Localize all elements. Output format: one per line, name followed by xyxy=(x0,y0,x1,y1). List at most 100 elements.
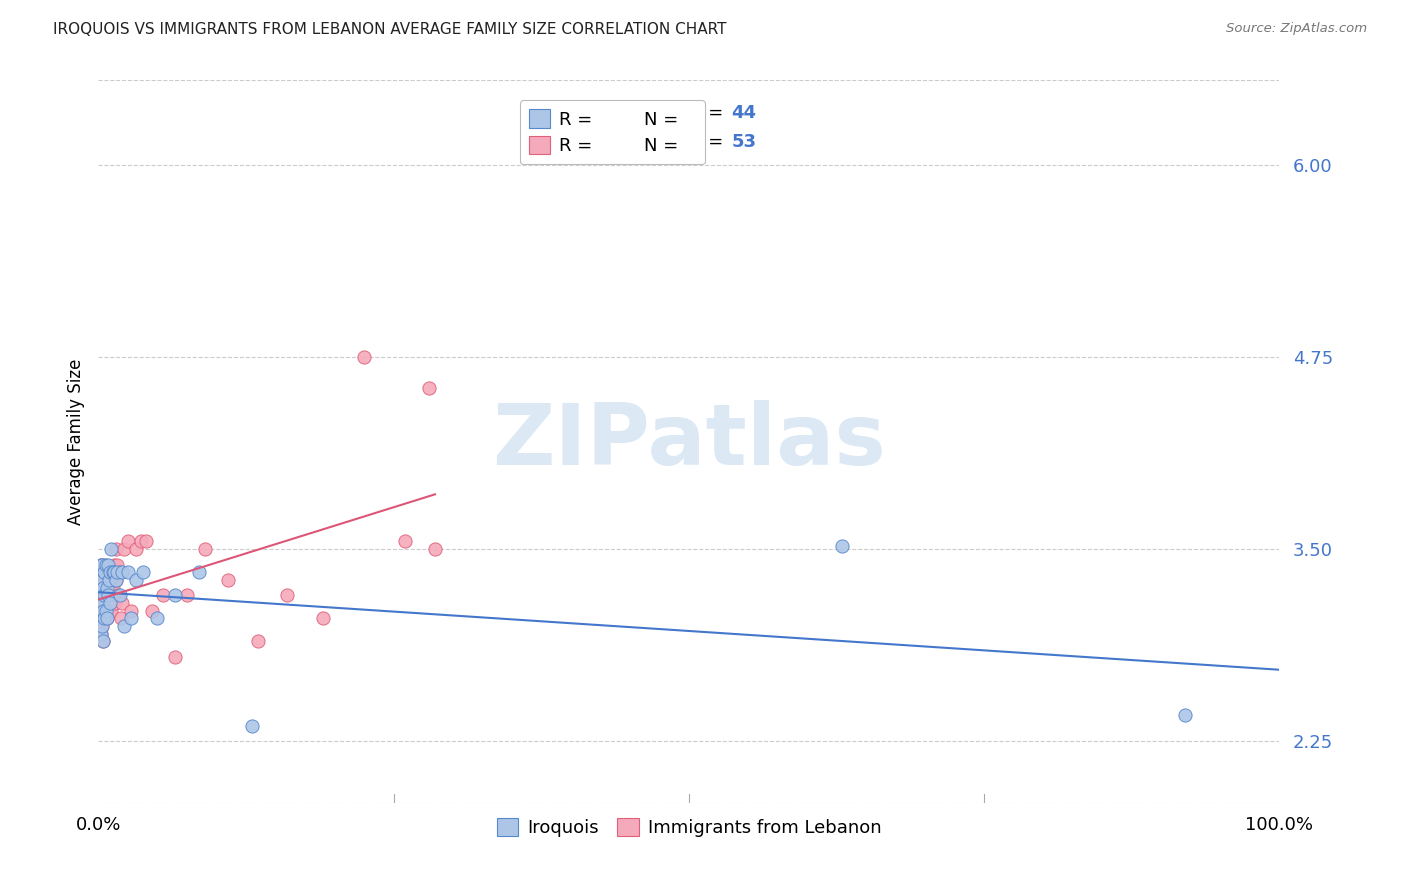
Point xyxy=(103,565,125,579)
Point xyxy=(187,565,209,579)
Point xyxy=(94,573,117,587)
Point xyxy=(97,588,120,602)
Point xyxy=(101,581,124,595)
Point xyxy=(125,542,148,557)
Point xyxy=(89,611,111,625)
Point xyxy=(96,581,118,595)
Point xyxy=(141,604,163,618)
Point xyxy=(94,558,117,572)
Point xyxy=(91,604,114,618)
Point xyxy=(96,611,118,625)
Point xyxy=(165,588,187,602)
Point xyxy=(129,534,152,549)
Point xyxy=(312,611,335,625)
Point xyxy=(90,604,112,618)
Point xyxy=(91,619,114,633)
Point xyxy=(105,573,128,587)
Point xyxy=(418,381,440,395)
Point xyxy=(117,534,139,549)
Point xyxy=(831,539,853,553)
Point xyxy=(90,626,112,640)
Point xyxy=(110,611,132,625)
Text: R =: R = xyxy=(541,103,581,122)
Point xyxy=(89,565,111,579)
Point xyxy=(93,565,115,579)
Point xyxy=(91,596,114,610)
Text: R =: R = xyxy=(541,133,586,151)
Point xyxy=(100,604,122,618)
Point xyxy=(94,604,117,618)
Point xyxy=(91,604,114,618)
Point xyxy=(135,534,157,549)
Point xyxy=(105,542,128,557)
Point xyxy=(1174,708,1197,723)
Point xyxy=(90,558,112,572)
Point xyxy=(91,573,114,587)
Point xyxy=(93,558,115,572)
Point xyxy=(97,558,120,572)
Point xyxy=(98,565,121,579)
Point xyxy=(91,558,114,572)
Point xyxy=(91,619,114,633)
Point xyxy=(89,588,111,602)
Text: ZIPatlas: ZIPatlas xyxy=(492,400,886,483)
Point xyxy=(89,588,111,602)
Point xyxy=(94,604,117,618)
Point xyxy=(146,611,169,625)
Point xyxy=(89,611,111,625)
Text: N =: N = xyxy=(689,133,728,151)
Point xyxy=(112,542,135,557)
Point xyxy=(117,565,139,579)
Point xyxy=(96,588,118,602)
Point xyxy=(121,604,143,618)
Point xyxy=(152,588,174,602)
Text: Source: ZipAtlas.com: Source: ZipAtlas.com xyxy=(1226,22,1367,36)
Point xyxy=(246,634,269,648)
Point xyxy=(93,611,115,625)
Point xyxy=(107,588,129,602)
Point xyxy=(176,588,198,602)
Point xyxy=(90,626,112,640)
Point xyxy=(103,558,125,572)
Point xyxy=(93,596,115,610)
Point xyxy=(98,565,121,579)
Text: N =: N = xyxy=(689,103,728,122)
Point xyxy=(98,588,121,602)
Point xyxy=(121,611,143,625)
Point xyxy=(93,588,115,602)
Point xyxy=(96,611,118,625)
Point xyxy=(98,596,121,610)
Point xyxy=(108,565,131,579)
Point xyxy=(101,565,124,579)
Point xyxy=(91,581,114,595)
Point xyxy=(112,619,135,633)
Point xyxy=(165,649,187,664)
Point xyxy=(93,611,115,625)
Point xyxy=(91,634,114,648)
Point xyxy=(104,596,127,610)
Point xyxy=(91,581,114,595)
Point xyxy=(125,573,148,587)
Point xyxy=(100,542,122,557)
Point xyxy=(97,565,120,579)
Point xyxy=(240,719,263,733)
Point xyxy=(98,604,121,618)
Point xyxy=(111,565,134,579)
Point xyxy=(217,573,239,587)
Text: -0.258: -0.258 xyxy=(589,103,652,122)
Point xyxy=(276,588,298,602)
Point xyxy=(91,634,114,648)
Point xyxy=(105,573,128,587)
Point xyxy=(132,565,155,579)
Point xyxy=(90,558,112,572)
Legend: Iroquois, Immigrants from Lebanon: Iroquois, Immigrants from Lebanon xyxy=(489,811,889,845)
Point xyxy=(105,558,128,572)
Y-axis label: Average Family Size: Average Family Size xyxy=(66,359,84,524)
Point xyxy=(90,604,112,618)
Point xyxy=(194,542,217,557)
Point xyxy=(91,596,114,610)
Text: IROQUOIS VS IMMIGRANTS FROM LEBANON AVERAGE FAMILY SIZE CORRELATION CHART: IROQUOIS VS IMMIGRANTS FROM LEBANON AVER… xyxy=(53,22,727,37)
Point xyxy=(353,350,375,364)
Point xyxy=(97,596,120,610)
Point xyxy=(108,588,131,602)
